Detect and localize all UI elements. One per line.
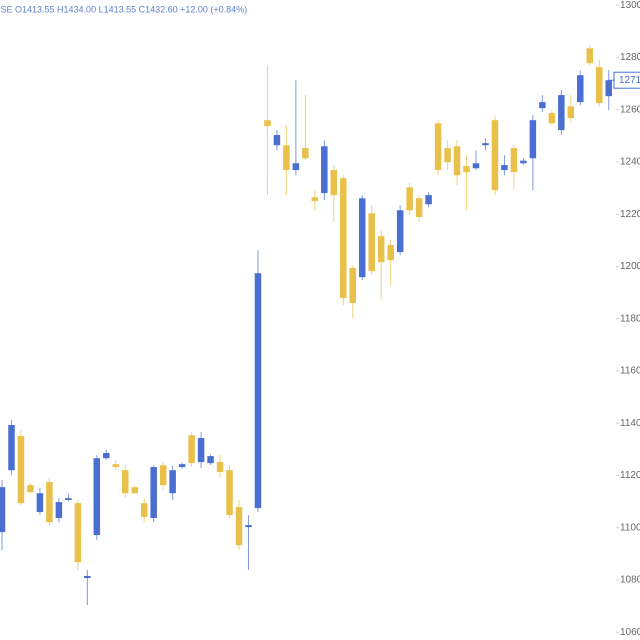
candle-body (558, 95, 565, 131)
candle-body (103, 452, 110, 459)
candle-body (491, 120, 499, 191)
candle-body (444, 148, 451, 163)
candle-body (140, 503, 148, 517)
ohlc-header: ISE O1413.55 H1434.00 L1413.55 C1432.60 … (0, 4, 247, 14)
candle-body (586, 48, 594, 64)
price-label: 1271. (619, 75, 640, 86)
candle-body (283, 145, 290, 171)
candle-body (226, 470, 233, 516)
candle-body (112, 464, 120, 468)
candle-body (302, 148, 309, 159)
candle-body (387, 245, 394, 261)
candle-body (131, 487, 138, 494)
candle-body (197, 438, 205, 463)
candle-body (539, 102, 546, 109)
candle-body (235, 507, 243, 546)
candle-body (605, 80, 612, 97)
candle-body (121, 470, 129, 494)
candle-body (520, 160, 527, 164)
candle-body (150, 467, 157, 519)
y-tick-label: 1060 (620, 627, 640, 638)
candle-body (178, 464, 186, 468)
candle-body (472, 163, 480, 169)
candle-body (27, 485, 34, 493)
candle-body (368, 213, 375, 272)
candle-body (264, 120, 271, 127)
candle-body (93, 458, 101, 535)
candle-body (17, 435, 25, 504)
candle-body (482, 143, 489, 146)
y-tick-label: 1280 (620, 52, 640, 63)
candle-body (0, 487, 6, 533)
y-tick-label: 1080 (620, 575, 640, 586)
candle-body (55, 502, 63, 519)
y-tick-label: 1300 (620, 0, 640, 11)
candle-body (377, 236, 385, 263)
candle-body (36, 493, 44, 512)
candle-body (529, 120, 537, 159)
candle-body (330, 170, 338, 196)
candle-body (311, 197, 319, 202)
candle-body (577, 75, 584, 103)
candle-body (74, 503, 82, 563)
candle-body (567, 106, 575, 119)
y-tick-label: 1140 (620, 418, 640, 429)
y-tick-label: 1220 (620, 209, 640, 220)
candle-body (349, 268, 357, 304)
candle-body (358, 198, 366, 278)
candle-body (188, 435, 195, 464)
candle-body (159, 465, 167, 486)
candle-body (453, 146, 461, 176)
candle-body (463, 166, 470, 173)
candle-body (340, 178, 347, 299)
candle-body (65, 498, 72, 500)
y-tick-label: 1200 (620, 261, 640, 272)
candle-body (321, 146, 328, 194)
candle-body (207, 456, 214, 464)
candle-body (434, 123, 442, 171)
candle-body (84, 576, 91, 579)
price-label-box (613, 71, 640, 89)
candle-body (169, 470, 176, 494)
y-tick-label: 1260 (620, 104, 640, 115)
candle-body (595, 67, 603, 104)
candle-body (425, 195, 432, 205)
candle-body (396, 210, 404, 253)
candle-body (510, 148, 518, 173)
candle-body (273, 135, 281, 146)
candle-body (8, 425, 15, 471)
candle-body (46, 481, 53, 523)
y-tick-label: 1160 (620, 366, 640, 377)
candle-body (406, 187, 413, 211)
candle-body (216, 462, 224, 473)
candle-body (254, 273, 262, 509)
y-tick-label: 1120 (620, 470, 640, 481)
candle-body (548, 113, 556, 124)
candle-body (415, 198, 423, 218)
y-tick-label: 1180 (620, 313, 640, 324)
candle-body (292, 163, 300, 171)
candle-body (501, 165, 508, 171)
y-tick-label: 1100 (620, 522, 640, 533)
y-tick-label: 1240 (620, 157, 640, 168)
candle-body (245, 525, 252, 528)
